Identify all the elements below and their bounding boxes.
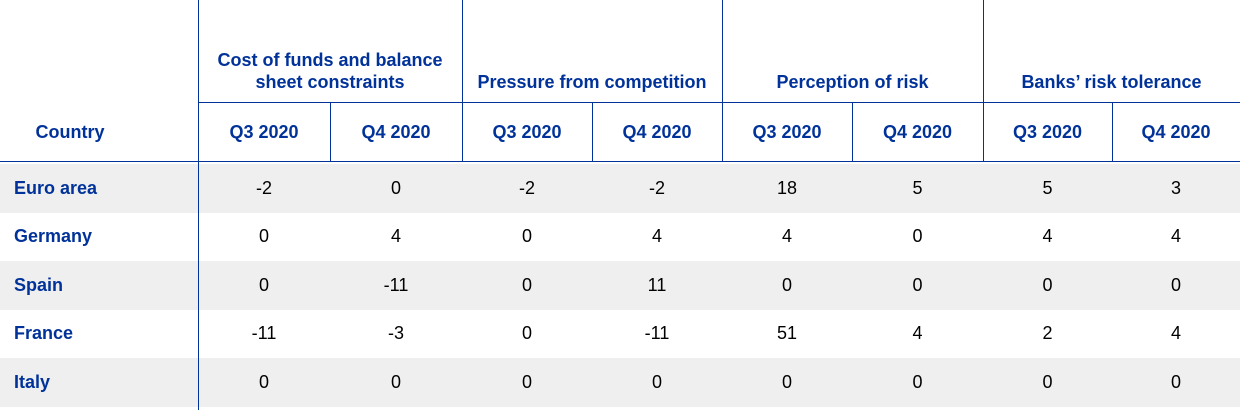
cell: 0: [1170, 274, 1181, 295]
cell: 0: [521, 274, 532, 295]
rule: [0, 161, 1240, 162]
row-label: Germany: [14, 226, 93, 247]
cell: 0: [521, 226, 532, 247]
cell: 0: [521, 371, 532, 392]
cell: -3: [387, 323, 404, 344]
row-shade: [0, 358, 1240, 407]
cell: 0: [258, 274, 269, 295]
cell: 0: [912, 371, 923, 392]
cell: 4: [1170, 226, 1181, 247]
rule: [198, 102, 1240, 103]
cell: -11: [383, 274, 409, 295]
cell: 0: [781, 274, 792, 295]
rule: [852, 103, 853, 162]
cell: 51: [776, 323, 798, 344]
column-header: Country: [35, 121, 105, 142]
cell: 3: [1170, 177, 1181, 198]
group-header: Perception of risk: [776, 72, 929, 92]
cell: -2: [648, 177, 665, 198]
cell: 0: [1170, 371, 1181, 392]
cell: 4: [390, 226, 401, 247]
cell: 4: [651, 226, 662, 247]
cell: 18: [776, 177, 798, 198]
cell: -2: [255, 177, 272, 198]
group-header: Banks’ risk tolerance: [1021, 72, 1202, 92]
cell: 4: [781, 226, 792, 247]
cell: 2: [1042, 323, 1053, 344]
cell: 4: [912, 323, 923, 344]
cell: 5: [1042, 177, 1053, 198]
rule: [592, 103, 593, 162]
column-header: Q3 2020: [752, 121, 822, 142]
cell: -11: [251, 323, 277, 344]
column-header: Q3 2020: [492, 121, 562, 142]
cell: 0: [781, 371, 792, 392]
rule: [1112, 103, 1113, 162]
rule: [983, 0, 984, 162]
column-header: Q3 2020: [229, 121, 299, 142]
cell: 0: [521, 323, 532, 344]
cell: 0: [258, 371, 269, 392]
cell: 5: [912, 177, 923, 198]
cell: -2: [518, 177, 535, 198]
rule: [198, 0, 199, 410]
column-header: Q4 2020: [622, 121, 692, 142]
row-label: France: [14, 323, 74, 344]
rule: [722, 0, 723, 162]
cell: 0: [651, 371, 662, 392]
column-header: Q4 2020: [882, 121, 953, 142]
cell: 0: [258, 226, 269, 247]
cell: 0: [1042, 371, 1053, 392]
rule: [330, 103, 331, 162]
cell: 0: [1042, 274, 1053, 295]
column-header: Q3 2020: [1012, 121, 1083, 142]
column-header: Q4 2020: [1141, 121, 1211, 142]
group-header: Pressure from competition: [477, 72, 707, 92]
cell: 0: [390, 371, 401, 392]
cell: 0: [912, 274, 923, 295]
group-header: Cost of funds and balance sheet constrai…: [217, 50, 443, 92]
cell: 4: [1042, 226, 1053, 247]
column-header: Q4 2020: [361, 121, 431, 142]
cell: 11: [647, 274, 667, 295]
cell: -11: [644, 323, 670, 344]
cell: 4: [1170, 323, 1181, 344]
rule: [462, 0, 463, 162]
row-label: Spain: [14, 274, 64, 295]
cell: 0: [390, 177, 401, 198]
cell: 0: [912, 226, 923, 247]
row-label: Italy: [14, 371, 51, 392]
row-label: Euro area: [14, 177, 98, 198]
row-shade: [0, 164, 1240, 213]
row-shade: [0, 261, 1240, 310]
